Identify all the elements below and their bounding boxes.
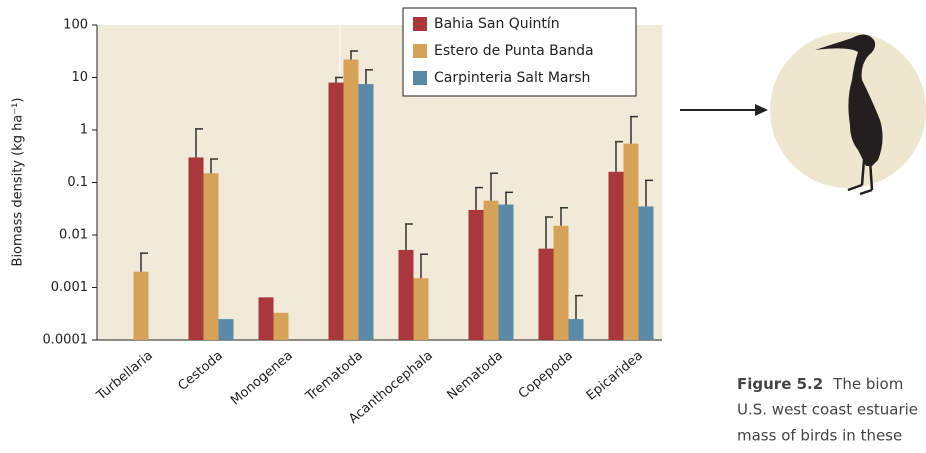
legend-swatch	[413, 17, 427, 31]
y-tick-label: 0.01	[59, 228, 88, 243]
caption: Figure 5.2 The biom	[737, 375, 903, 393]
bar	[203, 173, 219, 340]
legend-label: Carpinteria Salt Marsh	[434, 70, 590, 86]
bar	[398, 249, 414, 340]
bar	[468, 209, 484, 340]
legend-label: Estero de Punta Banda	[434, 43, 594, 59]
x-tick-label: Trematoda	[303, 348, 366, 404]
y-tick-label: 1	[80, 123, 88, 138]
bar	[358, 84, 374, 340]
bar	[623, 143, 639, 340]
caption-line: mass of birds in these	[737, 427, 902, 445]
caption-line: U.S. west coast estuarie	[737, 401, 918, 419]
bar	[133, 271, 149, 340]
y-tick-label: 100	[63, 18, 88, 33]
bar	[608, 171, 624, 340]
caption-line: The biom	[832, 375, 903, 393]
legend-box	[402, 7, 637, 97]
x-tick-label: Turbellaria	[93, 348, 155, 404]
bird	[815, 34, 883, 166]
bird-circle	[770, 32, 926, 188]
bar	[553, 225, 569, 340]
bar	[273, 312, 289, 340]
x-tick-label: Epicaridea	[584, 348, 646, 403]
bar	[568, 319, 584, 340]
bar	[188, 157, 204, 340]
caption-label: Figure 5.2	[737, 375, 823, 393]
legend-label: Bahia San Quintín	[434, 16, 560, 32]
bar	[343, 59, 359, 341]
bar	[538, 248, 554, 340]
y-tick-label: 0.001	[51, 280, 88, 295]
bar	[258, 297, 274, 340]
y-tick-label: 0.0001	[43, 333, 89, 348]
y-tick-label: 10	[71, 70, 88, 85]
x-tick-label: Cestoda	[175, 348, 225, 394]
legend-swatch	[413, 44, 427, 58]
y-axis-label: Biomass density (kg ha⁻¹)	[11, 98, 26, 267]
bar	[328, 82, 344, 341]
bar	[483, 200, 499, 340]
bar	[413, 278, 429, 340]
y-tick-label: 0.1	[67, 175, 88, 190]
bar	[498, 204, 514, 340]
x-tick-label: Nematoda	[444, 348, 505, 403]
x-tick-label: Monogenea	[228, 348, 296, 408]
x-tick-label: Copepoda	[516, 348, 576, 402]
bar	[218, 319, 234, 340]
arrow-head	[755, 104, 768, 116]
legend-swatch	[413, 71, 427, 85]
bird-legs	[847, 159, 874, 196]
bar	[638, 206, 654, 340]
